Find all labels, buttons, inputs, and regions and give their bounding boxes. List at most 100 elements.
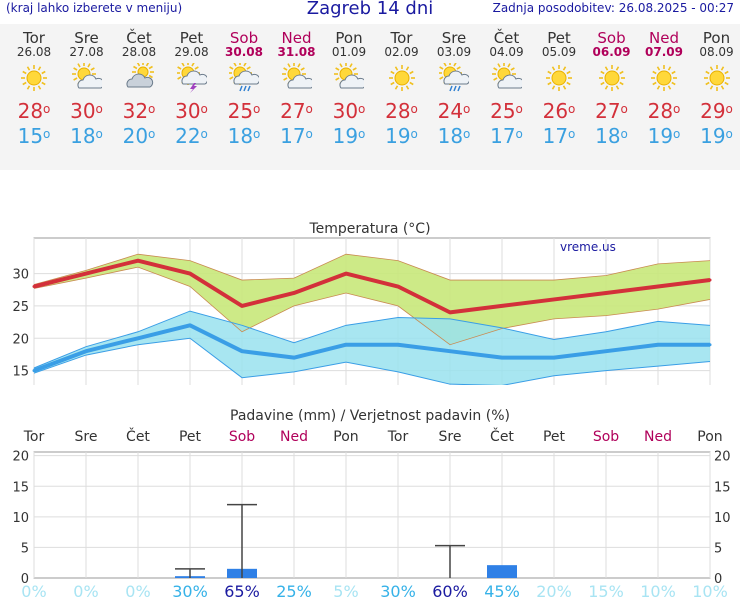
day-name: Sre <box>428 30 480 46</box>
precipitation-probability: 20% <box>536 582 572 601</box>
max-temperature: 27o <box>271 99 323 123</box>
sun-ray <box>710 67 712 70</box>
sun-ray <box>619 72 622 74</box>
cloudy-icon <box>124 63 154 93</box>
max-temperature-value: 27 <box>595 99 620 123</box>
sun-ray <box>353 68 356 70</box>
y-tick-label: 15 <box>12 365 29 380</box>
temperature-point <box>709 279 712 282</box>
degree-sign: o <box>148 102 155 116</box>
sun-ray <box>548 72 551 74</box>
sun-disc <box>657 71 671 85</box>
day-date: 06.09 <box>586 46 638 59</box>
sun-ray <box>724 83 727 85</box>
x-day-label: Sob <box>229 429 255 445</box>
sun-ray <box>406 86 408 89</box>
y-tick-label: 20 <box>12 332 29 347</box>
temperature-point <box>501 356 504 359</box>
sun-icon <box>649 63 679 93</box>
sun-ray <box>567 83 570 85</box>
day-name: Ned <box>638 30 690 46</box>
precipitation-probability: 0% <box>21 582 46 601</box>
sun-ray <box>247 67 250 69</box>
temperature-point <box>85 272 88 275</box>
sun-ray <box>440 77 443 79</box>
sun-ray <box>457 67 460 69</box>
sun-icon <box>597 63 627 93</box>
max-temperature: 30o <box>323 99 375 123</box>
sun-ray <box>724 72 727 74</box>
sun-ray <box>658 86 660 89</box>
temperature-point <box>189 324 192 327</box>
x-day-label: Pet <box>179 429 202 445</box>
temperature-point <box>293 291 296 294</box>
sun-ray <box>444 63 446 66</box>
max-temperature-value: 26 <box>543 99 568 123</box>
thunderstorm-icon <box>177 63 207 93</box>
min-temperature-value: 18 <box>595 124 620 148</box>
temperature-point <box>293 356 296 359</box>
sun-ray <box>605 86 607 89</box>
sun-ray <box>298 64 300 67</box>
y-tick-label: 15 <box>12 480 29 495</box>
temperature-point <box>137 337 140 340</box>
min-temperature-value: 15 <box>18 124 43 148</box>
sun-icon <box>19 63 49 93</box>
max-temperature: 25o <box>218 99 270 123</box>
max-temperature: 26o <box>533 99 585 123</box>
sun-disc <box>395 71 409 85</box>
max-temperature-value: 30 <box>333 99 358 123</box>
sun-ray <box>616 86 618 89</box>
sun-cloud-icon <box>334 63 364 93</box>
sun-ray <box>350 64 352 67</box>
min-temperature: 19o <box>638 123 690 149</box>
sun-ray <box>721 67 723 70</box>
degree-sign: o <box>463 127 470 141</box>
sun-cloud-icon <box>72 63 102 93</box>
day-date: 05.09 <box>533 46 585 59</box>
min-temperature-value: 17 <box>490 124 515 148</box>
min-temperature-value: 19 <box>385 124 410 148</box>
degree-sign: o <box>516 102 523 116</box>
sun-ray <box>133 67 136 69</box>
y-tick-label: 30 <box>12 268 29 283</box>
sun-ray <box>194 67 197 69</box>
day-name: Tor <box>8 30 60 46</box>
rain-drop <box>240 86 242 91</box>
day-name: Pon <box>691 30 740 46</box>
sun-ray <box>78 64 80 67</box>
day-name: Sob <box>218 30 270 46</box>
day-name: Čet <box>113 30 165 46</box>
sun-icon <box>544 63 574 93</box>
min-temperature-value: 19 <box>333 124 358 148</box>
min-temperature: 18o <box>61 123 113 149</box>
sun-ray <box>390 83 393 85</box>
sun-ray <box>147 63 149 66</box>
sun-ray <box>336 78 339 80</box>
max-temperature: 27o <box>586 99 638 123</box>
x-day-label: Pon <box>333 429 358 445</box>
min-temperature-value: 19 <box>700 124 725 148</box>
min-temperature-value: 17 <box>543 124 568 148</box>
sun-ray <box>39 67 41 70</box>
x-day-label: Čet <box>490 427 514 445</box>
day-date: 29.08 <box>166 46 218 59</box>
rain-drop <box>244 86 246 91</box>
min-temperature: 20o <box>113 123 165 149</box>
degree-sign: o <box>253 127 260 141</box>
max-temperature-value: 30 <box>175 99 200 123</box>
min-temperature: 18o <box>586 123 638 149</box>
max-temperature-value: 32 <box>123 99 148 123</box>
temperature-point <box>449 350 452 353</box>
x-day-label: Čet <box>126 427 150 445</box>
sun-ray <box>600 83 603 85</box>
degree-sign: o <box>201 102 208 116</box>
rain-drop <box>450 86 452 91</box>
sun-ray <box>616 67 618 70</box>
sun-ray <box>177 67 180 69</box>
degree-sign: o <box>253 102 260 116</box>
max-temperature-value: 30 <box>70 99 95 123</box>
